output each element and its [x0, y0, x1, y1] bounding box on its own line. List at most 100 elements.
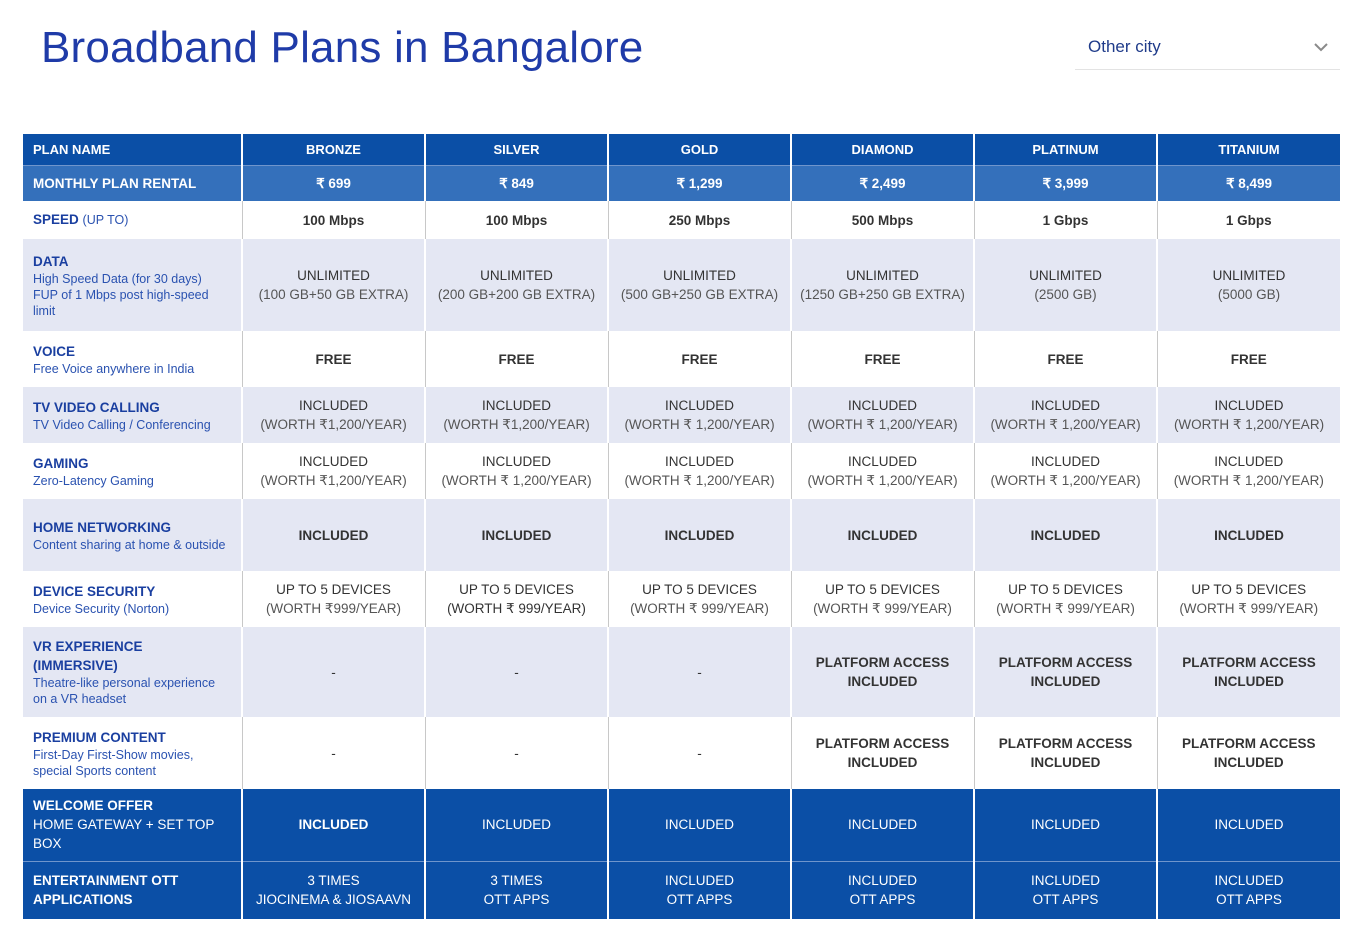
tv-video-calling-worth: (WORTH ₹ 1,200/YEAR) — [624, 417, 775, 432]
tv-video-calling-main: INCLUDED — [1214, 398, 1284, 413]
premium-access-line2: INCLUDED — [1030, 755, 1101, 770]
tv-video-calling-worth: (WORTH ₹ 1,200/YEAR) — [1173, 417, 1325, 432]
welcome-offer-label-cell: WELCOME OFFER HOME GATEWAY + SET TOP BOX — [23, 789, 242, 862]
ott-line1: INCLUDED — [1030, 873, 1100, 889]
ott-line1: 3 TIMES — [307, 873, 360, 889]
voice-label-cell: VOICE Free Voice anywhere in India — [23, 331, 242, 387]
monthly-rental-label: MONTHLY PLAN RENTAL — [23, 165, 242, 201]
ott-line1: INCLUDED — [1214, 873, 1284, 889]
plan-name-silver: SILVER — [424, 134, 608, 166]
gaming-main: INCLUDED — [1030, 454, 1100, 469]
gaming-cell: INCLUDED (WORTH ₹ 1,200/YEAR) — [607, 443, 791, 499]
ott-label: ENTERTAINMENT OTT APPLICATIONS — [33, 873, 179, 908]
home-networking-row: HOME NETWORKING Content sharing at home … — [23, 499, 1340, 571]
data-desc-2: FUP of 1 Mbps post high-speed limit — [33, 287, 209, 318]
speed-value: 250 Mbps — [607, 201, 791, 239]
welcome-offer-row: WELCOME OFFER HOME GATEWAY + SET TOP BOX… — [23, 789, 1340, 862]
speed-value: 500 Mbps — [790, 201, 974, 239]
vr-access-line1: PLATFORM ACCESS — [1182, 655, 1316, 670]
tv-video-calling-worth: (WORTH ₹ 1,200/YEAR) — [807, 417, 958, 432]
premium-access-line1: PLATFORM ACCESS — [998, 736, 1133, 751]
plan-name-titanium: TITANIUM — [1156, 134, 1340, 166]
vr-experience-label: VR EXPERIENCE (IMMERSIVE) — [33, 639, 143, 673]
vr-not-available: - — [424, 627, 608, 717]
premium-not-available: - — [241, 717, 425, 789]
device-security-cell: UP TO 5 DEVICES (WORTH ₹ 999/YEAR) — [607, 571, 791, 627]
home-networking-label-cell: HOME NETWORKING Content sharing at home … — [23, 499, 242, 571]
speed-label-cell: SPEED (UP TO) — [23, 201, 242, 239]
speed-value: 1 Gbps — [1156, 201, 1340, 239]
ott-line2: OTT APPS — [1032, 892, 1099, 908]
data-main: UNLIMITED — [1212, 268, 1286, 283]
vr-access-line2: INCLUDED — [847, 674, 918, 689]
gaming-row: GAMING Zero-Latency Gaming INCLUDED (WORT… — [23, 443, 1340, 499]
tv-video-calling-desc: TV Video Calling / Conferencing — [33, 417, 211, 432]
tv-video-calling-cell: INCLUDED (WORTH ₹ 1,200/YEAR) — [607, 387, 791, 443]
device-security-cell: UP TO 5 DEVICES (WORTH ₹ 999/YEAR) — [1156, 571, 1340, 627]
tv-video-calling-main: INCLUDED — [1030, 398, 1100, 413]
premium-access-line2: INCLUDED — [1213, 755, 1284, 770]
welcome-offer-value: INCLUDED — [607, 789, 791, 862]
vr-access-cell: PLATFORM ACCESS INCLUDED — [790, 627, 974, 717]
welcome-offer-value: INCLUDED — [790, 789, 974, 862]
speed-value: 100 Mbps — [241, 201, 425, 239]
tv-video-calling-worth: (WORTH ₹1,200/YEAR) — [443, 417, 590, 432]
premium-access-line1: PLATFORM ACCESS — [815, 736, 950, 751]
data-value-cell: UNLIMITED (100 GB+50 GB EXTRA) — [241, 239, 425, 331]
tv-video-calling-worth: (WORTH ₹ 1,200/YEAR) — [990, 417, 1141, 432]
welcome-offer-value: INCLUDED — [973, 789, 1157, 862]
gaming-main: INCLUDED — [298, 454, 368, 469]
ott-line1: INCLUDED — [847, 873, 917, 889]
ott-cell: 3 TIMES JIOCINEMA & JIOSAAVN — [241, 861, 425, 919]
rental-price: ₹ 1,299 — [607, 165, 791, 201]
vr-access-line1: PLATFORM ACCESS — [998, 655, 1133, 670]
city-select-dropdown[interactable]: Other city — [1075, 30, 1340, 70]
gaming-worth: (WORTH ₹ 1,200/YEAR) — [441, 473, 592, 488]
device-security-main: UP TO 5 DEVICES — [1008, 582, 1123, 597]
data-desc-1: High Speed Data (for 30 days) — [33, 271, 202, 286]
data-quota: (500 GB+250 GB EXTRA) — [620, 287, 779, 302]
city-select-label: Other city — [1088, 37, 1161, 56]
home-networking-value: INCLUDED — [241, 499, 425, 571]
device-security-cell: UP TO 5 DEVICES (WORTH ₹999/YEAR) — [241, 571, 425, 627]
device-security-main: UP TO 5 DEVICES — [825, 582, 940, 597]
voice-value: FREE — [424, 331, 608, 387]
data-quota: (200 GB+200 GB EXTRA) — [437, 287, 596, 302]
plan-name-diamond: DIAMOND — [790, 134, 974, 166]
rental-price: ₹ 2,499 — [790, 165, 974, 201]
gaming-main: INCLUDED — [1214, 454, 1284, 469]
voice-value: FREE — [973, 331, 1157, 387]
voice-value: FREE — [607, 331, 791, 387]
data-main: UNLIMITED — [297, 268, 370, 283]
welcome-offer-label: WELCOME OFFER — [33, 798, 153, 814]
data-quota: (1250 GB+250 GB EXTRA) — [800, 287, 965, 302]
premium-access-cell: PLATFORM ACCESS INCLUDED — [790, 717, 974, 789]
device-security-worth: (WORTH ₹ 999/YEAR) — [996, 601, 1135, 616]
vr-experience-desc: Theatre-like personal experience on a VR… — [33, 676, 216, 706]
gaming-worth: (WORTH ₹ 1,200/YEAR) — [990, 473, 1141, 488]
device-security-main: UP TO 5 DEVICES — [276, 582, 391, 597]
gaming-main: INCLUDED — [481, 454, 551, 469]
premium-not-available: - — [424, 717, 608, 789]
vr-access-cell: PLATFORM ACCESS INCLUDED — [1156, 627, 1340, 717]
data-main: UNLIMITED — [663, 268, 736, 283]
device-security-main: UP TO 5 DEVICES — [459, 582, 574, 597]
tv-video-calling-main: INCLUDED — [481, 398, 551, 413]
device-security-main: UP TO 5 DEVICES — [642, 582, 757, 597]
device-security-cell: UP TO 5 DEVICES (WORTH ₹ 999/YEAR) — [790, 571, 974, 627]
gaming-main: INCLUDED — [664, 454, 734, 469]
tv-video-calling-cell: INCLUDED (WORTH ₹ 1,200/YEAR) — [790, 387, 974, 443]
premium-access-line2: INCLUDED — [847, 755, 918, 770]
premium-access-cell: PLATFORM ACCESS INCLUDED — [973, 717, 1157, 789]
home-networking-value: INCLUDED — [424, 499, 608, 571]
data-value-cell: UNLIMITED (5000 GB) — [1156, 239, 1340, 331]
data-label-cell: DATA High Speed Data (for 30 days) FUP o… — [23, 239, 242, 331]
data-quota: (5000 GB) — [1217, 287, 1281, 302]
voice-label: VOICE — [33, 343, 76, 359]
data-quota: (100 GB+50 GB EXTRA) — [258, 287, 409, 302]
vr-access-line2: INCLUDED — [1030, 674, 1101, 689]
data-value-cell: UNLIMITED (2500 GB) — [973, 239, 1157, 331]
home-networking-label: HOME NETWORKING — [33, 519, 171, 535]
data-main: UNLIMITED — [846, 268, 919, 283]
voice-value: FREE — [790, 331, 974, 387]
